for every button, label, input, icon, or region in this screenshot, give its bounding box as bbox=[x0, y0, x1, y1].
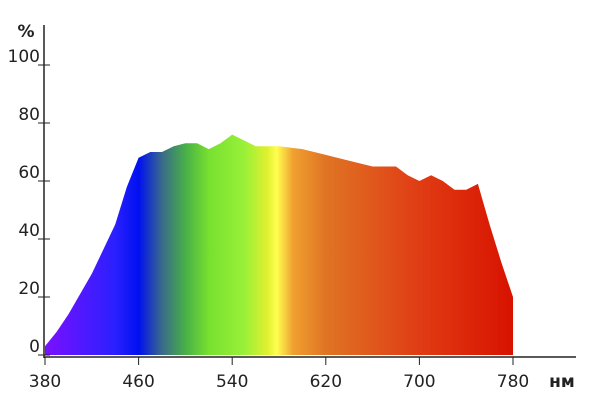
y-tick-label: 80 bbox=[18, 105, 40, 125]
spectrum-area bbox=[45, 134, 513, 355]
y-axis-label: % bbox=[17, 22, 34, 42]
x-axis-label: нм bbox=[549, 372, 575, 392]
y-tick-label: 0 bbox=[29, 337, 40, 357]
y-tick-label: 40 bbox=[18, 221, 40, 241]
x-tick-label: 620 bbox=[310, 372, 342, 392]
y-tick-label: 20 bbox=[18, 279, 40, 299]
y-tick-label: 100 bbox=[8, 47, 40, 67]
x-tick-label: 700 bbox=[403, 372, 435, 392]
x-tick-label: 780 bbox=[497, 372, 529, 392]
x-tick-label: 380 bbox=[29, 372, 61, 392]
y-tick-label: 60 bbox=[18, 163, 40, 183]
x-tick-label: 540 bbox=[216, 372, 248, 392]
x-tick-label: 460 bbox=[122, 372, 154, 392]
